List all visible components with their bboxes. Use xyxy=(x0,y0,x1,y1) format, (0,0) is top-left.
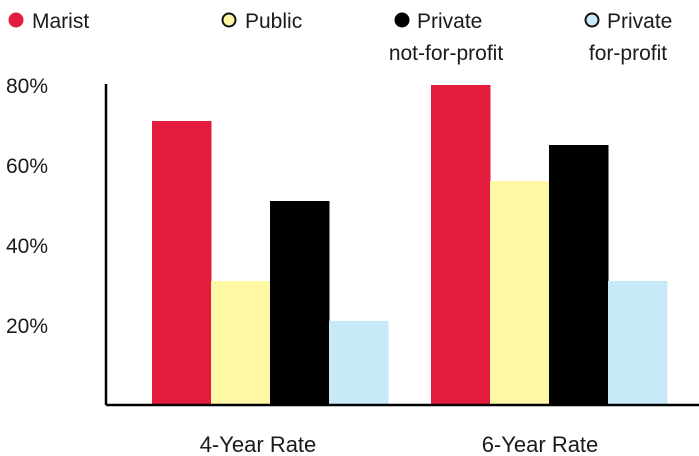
y-tick-label: 40% xyxy=(6,235,48,258)
bars xyxy=(152,85,668,405)
bar xyxy=(490,181,550,405)
y-tick-label: 60% xyxy=(6,155,48,178)
legend-marker xyxy=(584,12,600,28)
x-category-label: 6-Year Rate xyxy=(482,432,599,456)
bar xyxy=(270,201,330,405)
bar xyxy=(329,321,389,405)
bar xyxy=(431,85,491,405)
x-category-label: 4-Year Rate xyxy=(200,432,317,456)
legend-marker xyxy=(394,12,410,28)
legend-item: Private not-for-profit xyxy=(389,10,504,65)
legend-label: Marist xyxy=(32,10,89,33)
legend-label: for-profit xyxy=(589,42,667,65)
bar xyxy=(211,281,271,405)
legend-item: Public xyxy=(221,10,302,33)
legend-label: not-for-profit xyxy=(389,42,504,65)
legend-label: Public xyxy=(245,10,302,33)
bar xyxy=(608,281,668,405)
legend-label: Private xyxy=(417,10,482,33)
bar xyxy=(549,145,609,405)
legend-item: Marist xyxy=(8,10,89,33)
legend-marker xyxy=(221,12,237,28)
bar xyxy=(152,121,212,405)
legend-item: Private for-profit xyxy=(584,10,672,65)
x-axis-category-labels: 4-Year Rate 6-Year Rate xyxy=(200,432,599,456)
legend-marker xyxy=(8,12,24,28)
y-axis-tick-labels: 20% 40% 60% 80% xyxy=(6,75,48,338)
y-tick-label: 20% xyxy=(6,315,48,338)
axes xyxy=(104,84,699,407)
legend-label: Private xyxy=(607,10,672,33)
chart-legend: Marist Public Privatenot-for-profitPrivate… xyxy=(8,10,672,65)
y-tick-label: 80% xyxy=(6,75,48,98)
